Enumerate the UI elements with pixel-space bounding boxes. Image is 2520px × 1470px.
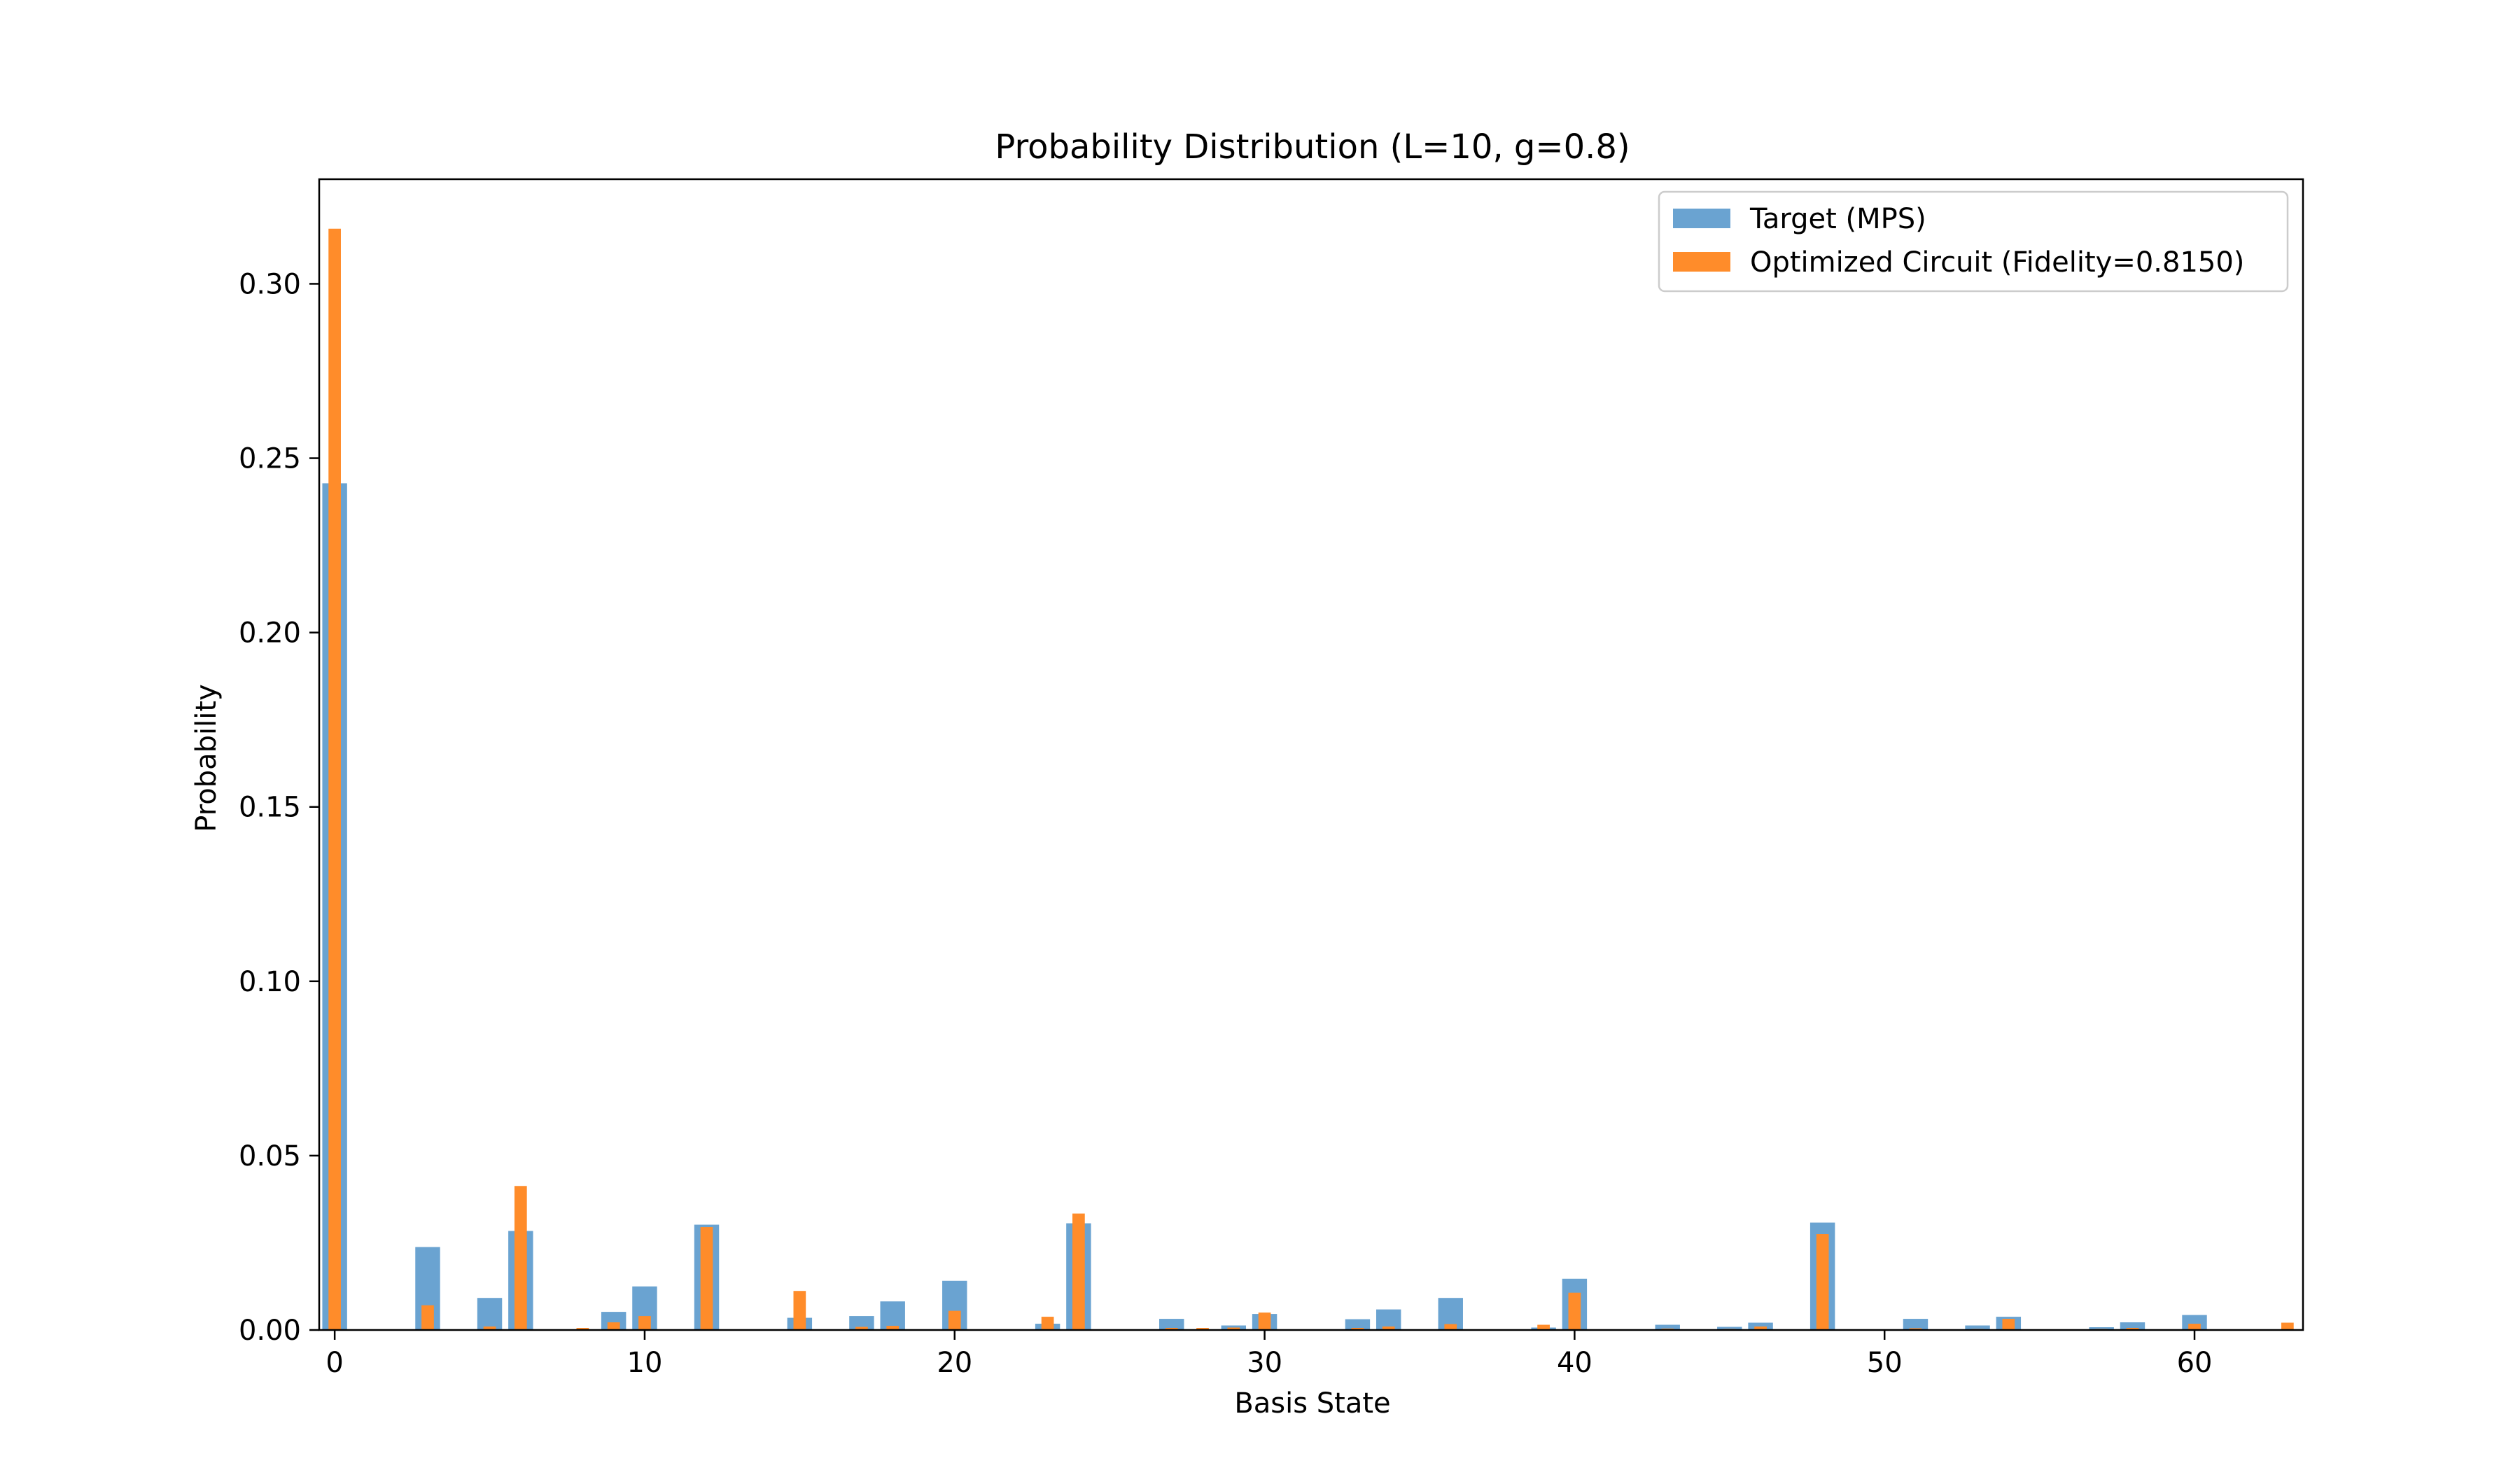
plot-background (319, 179, 2303, 1330)
bar-circuit-17 (855, 1326, 868, 1330)
bar-target-45 (1717, 1326, 1742, 1330)
bar-circuit-33 (1351, 1328, 1364, 1330)
bar-target-46 (1748, 1322, 1773, 1330)
bar-circuit-63 (2281, 1322, 2294, 1330)
bar-circuit-24 (1072, 1213, 1085, 1330)
legend-swatch-target (1673, 209, 1730, 228)
axes-frame (318, 178, 2304, 1331)
y-tick-label: 0.05 (239, 1140, 301, 1172)
bar-circuit-48 (1816, 1234, 1829, 1330)
bar-circuit-6 (514, 1186, 527, 1330)
bar-circuit-39 (1537, 1324, 1550, 1330)
bar-target-18 (880, 1301, 905, 1330)
legend-label-target: Target (MPS) (1749, 203, 1926, 235)
bar-circuit-15 (793, 1291, 806, 1330)
bar-circuit-8 (576, 1328, 589, 1330)
y-tick-label: 0.20 (239, 617, 301, 650)
bar-circuit-54 (2002, 1319, 2015, 1330)
x-tick-label: 60 (2177, 1347, 2213, 1379)
y-tick-label: 0.25 (239, 443, 301, 475)
bar-circuit-60 (2188, 1324, 2201, 1330)
bar-target-51 (1903, 1319, 1928, 1330)
bar-circuit-0 (328, 228, 341, 1330)
bar-circuit-46 (1754, 1326, 1767, 1330)
x-tick-label: 10 (627, 1347, 663, 1379)
y-tick-label: 0.10 (239, 966, 301, 998)
bar-circuit-28 (1196, 1328, 1209, 1330)
y-tick-label: 0.00 (239, 1315, 301, 1347)
legend-box (1658, 190, 2289, 293)
legend-label-circuit: Optimized Circuit (Fidelity=0.8150) (1750, 246, 2244, 279)
bar-target-58 (2120, 1322, 2146, 1330)
series-circuit (328, 228, 2294, 1330)
bar-target-53 (1965, 1325, 1990, 1330)
axes: 0 10 20 30 40 50 60 0.00 0.05 0.10 0.15 0.20 0.25 0.3… (239, 178, 2304, 1379)
bar-circuit-9 (607, 1322, 620, 1330)
bar-circuit-18 (886, 1326, 899, 1330)
chart-title: Probability Distribution (L=10, g=0.8) (995, 127, 1630, 167)
x-tick-label: 20 (937, 1347, 972, 1379)
y-tick-label: 0.15 (239, 792, 301, 824)
bar-circuit-29 (1227, 1327, 1240, 1330)
bar-target-57 (2089, 1327, 2114, 1330)
legend: Target (MPS) Optimized Circuit (Fidelity=… (1658, 190, 2289, 293)
bar-target-27 (1159, 1319, 1184, 1330)
x-tick-label: 40 (1557, 1347, 1592, 1379)
bar-circuit-12 (700, 1227, 713, 1330)
bar-target-60 (2182, 1315, 2207, 1330)
bar-circuit-34 (1382, 1326, 1395, 1330)
x-tick-label: 50 (1867, 1347, 1903, 1379)
bar-circuit-58 (2126, 1328, 2139, 1330)
y-axis-label: Probability (190, 684, 223, 832)
x-tick-label: 30 (1247, 1347, 1282, 1379)
bar-circuit-3 (421, 1305, 434, 1330)
bar-circuit-36 (1444, 1324, 1457, 1330)
bar-circuit-20 (948, 1310, 961, 1330)
bar-circuit-30 (1258, 1312, 1271, 1330)
bar-circuit-5 (483, 1326, 496, 1330)
bar-target-17 (849, 1316, 874, 1330)
x-tick-label: 0 (326, 1347, 343, 1379)
bar-circuit-23 (1041, 1317, 1054, 1330)
bar-circuit-40 (1568, 1292, 1581, 1330)
bar-target-43 (1655, 1324, 1680, 1330)
bar-circuit-27 (1165, 1328, 1178, 1330)
bar-circuit-10 (638, 1316, 651, 1330)
plot-area (319, 179, 2303, 1330)
bar-target-5 (477, 1298, 503, 1330)
bar-target-33 (1345, 1319, 1371, 1330)
y-tick-label: 0.30 (239, 268, 301, 300)
x-axis-label: Basis State (1234, 1387, 1390, 1420)
legend-swatch-circuit (1673, 252, 1730, 272)
